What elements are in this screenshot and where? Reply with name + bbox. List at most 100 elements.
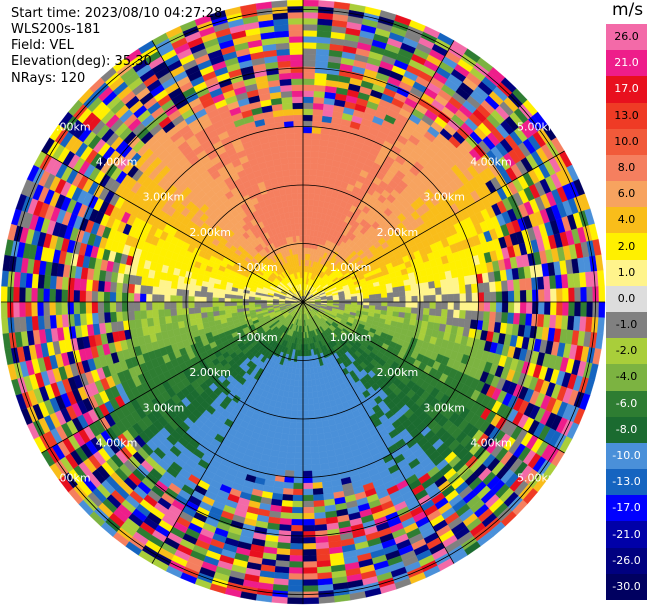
range-gate — [293, 464, 304, 472]
range-gate — [313, 506, 326, 514]
range-gate — [308, 181, 316, 189]
range-gate — [194, 290, 202, 297]
range-gate — [404, 284, 412, 292]
range-gate — [428, 308, 436, 317]
range-gate — [441, 286, 448, 295]
range-gate — [302, 187, 310, 194]
range-gate — [519, 301, 527, 314]
range-gate — [298, 386, 304, 393]
range-gate — [351, 299, 358, 303]
range-gate — [302, 54, 317, 61]
range-gate — [127, 283, 135, 294]
range-gate — [284, 409, 292, 417]
range-gate — [315, 421, 323, 429]
range-gate — [287, 579, 304, 587]
range-gate — [25, 301, 32, 317]
range-gate — [115, 311, 123, 322]
range-gate — [532, 301, 539, 315]
range-gate — [313, 500, 325, 508]
range-gate — [307, 385, 313, 393]
range-gate — [115, 282, 123, 293]
range-gate — [471, 283, 479, 294]
range-gate — [43, 288, 50, 303]
range-gate — [176, 308, 184, 316]
range-gate — [12, 301, 20, 318]
range-gate — [398, 285, 406, 293]
range-gate — [311, 138, 321, 146]
range-gate — [302, 488, 314, 496]
range-gate — [302, 90, 315, 98]
range-gate — [133, 301, 141, 312]
range-gate — [428, 281, 436, 289]
range-gate — [513, 312, 521, 325]
range-gate — [103, 301, 111, 313]
range-gate — [218, 293, 226, 299]
range-gate — [12, 286, 20, 303]
range-gate — [188, 301, 195, 309]
range-gate — [302, 386, 308, 393]
range-gate — [302, 181, 310, 188]
range-gate — [145, 293, 153, 303]
range-gate — [568, 287, 575, 303]
range-gate — [302, 126, 313, 134]
range-gate — [292, 397, 299, 405]
range-gate — [224, 293, 232, 299]
range-gate — [302, 144, 312, 152]
range-gate — [295, 434, 304, 442]
range-gate — [292, 500, 304, 508]
range-gate — [317, 439, 326, 447]
range-gate — [307, 205, 314, 213]
range-gate — [507, 312, 515, 325]
range-gate — [170, 308, 178, 317]
range-gate — [206, 311, 214, 318]
range-gate — [489, 311, 497, 323]
range-gate — [55, 275, 63, 290]
range-gate — [291, 518, 304, 526]
range-gate — [313, 512, 326, 520]
range-gate — [85, 290, 93, 303]
range-gate — [299, 368, 304, 375]
range-gate — [302, 482, 313, 490]
range-gate — [302, 235, 307, 242]
range-gate — [302, 162, 311, 170]
range-gate — [73, 301, 80, 315]
range-gate — [176, 288, 184, 296]
range-gate — [314, 187, 322, 195]
range-gate — [312, 391, 319, 399]
range-gate — [375, 297, 382, 303]
range-gate — [544, 301, 551, 316]
range-gate — [471, 310, 479, 321]
range-gate — [302, 573, 318, 580]
range-gate — [315, 48, 330, 56]
range-gate — [526, 289, 533, 303]
range-gate — [212, 292, 220, 298]
range-gate — [313, 403, 321, 411]
range-gate — [145, 301, 153, 311]
range-gate — [200, 291, 208, 298]
range-gate — [409, 277, 417, 286]
range-gate — [302, 0, 319, 7]
range-gate — [302, 84, 315, 92]
range-gate — [280, 439, 289, 447]
range-gate — [302, 506, 315, 514]
range-gate — [283, 421, 291, 429]
range-gate — [568, 301, 575, 317]
range-gate — [422, 288, 430, 296]
range-gate — [306, 361, 311, 369]
range-gate — [279, 518, 292, 526]
range-gate — [288, 567, 304, 574]
range-gate — [85, 301, 93, 314]
range-gate — [310, 373, 316, 381]
range-gate — [291, 506, 304, 514]
range-gate — [387, 297, 394, 303]
range-gate — [483, 282, 491, 293]
range-gate — [531, 277, 539, 291]
range-gate — [194, 284, 202, 292]
range-gate — [61, 289, 68, 303]
range-gate — [278, 530, 292, 538]
range-gate — [392, 286, 400, 293]
range-gate — [440, 279, 448, 288]
range-gate — [489, 301, 497, 313]
range-gate — [312, 397, 320, 405]
range-gate — [299, 362, 304, 369]
